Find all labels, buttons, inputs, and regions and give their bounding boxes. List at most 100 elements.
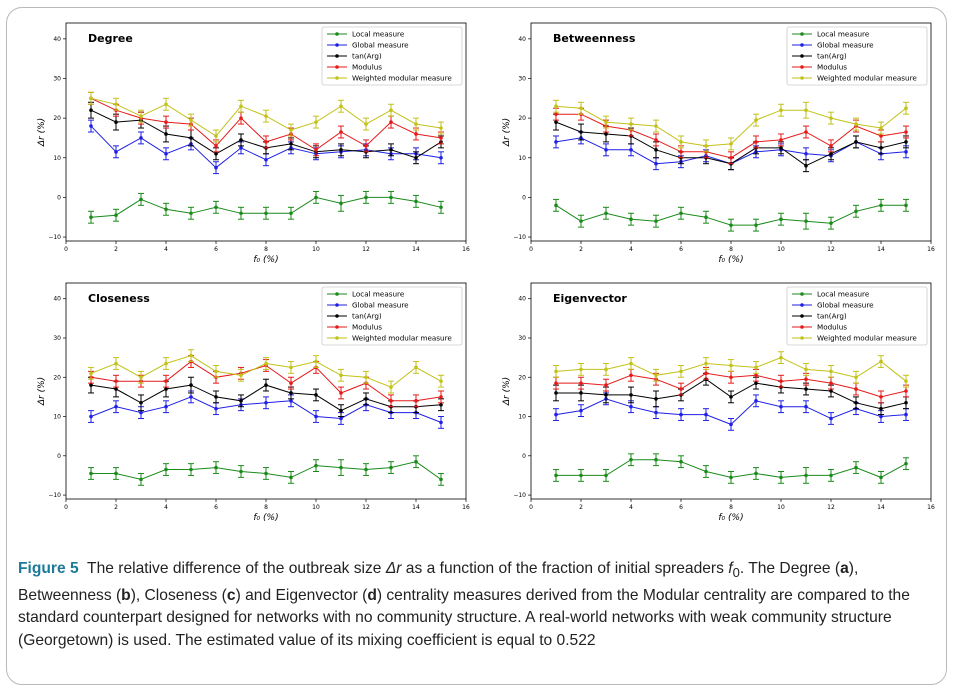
data-point	[804, 377, 808, 382]
data-point	[139, 375, 143, 380]
y-tick-label: 10	[53, 414, 61, 421]
y-tick-label: 30	[518, 75, 526, 82]
data-point	[854, 465, 858, 470]
data-point	[389, 385, 393, 389]
series-weighted-modular-measure	[88, 349, 444, 394]
data-point	[704, 469, 708, 474]
data-point	[654, 161, 658, 166]
data-point	[704, 412, 708, 417]
y-tick-label: −10	[48, 492, 61, 499]
data-point	[264, 361, 268, 366]
data-point	[679, 369, 683, 374]
data-point	[314, 463, 318, 468]
data-point	[114, 150, 118, 154]
x-tick-label: 16	[462, 504, 470, 511]
data-point	[214, 205, 218, 210]
data-point	[439, 402, 443, 407]
data-point	[554, 412, 558, 417]
data-point	[164, 387, 168, 391]
data-point	[779, 404, 783, 409]
data-point	[339, 130, 343, 134]
data-point	[904, 203, 908, 208]
data-point	[679, 211, 683, 216]
caption-delta-r: Δr	[385, 560, 402, 577]
data-point	[779, 217, 783, 221]
data-point	[604, 367, 608, 372]
data-point	[554, 140, 558, 144]
data-point	[904, 412, 908, 417]
data-point	[239, 399, 243, 403]
data-point	[854, 140, 858, 144]
data-point	[754, 223, 758, 227]
data-point	[439, 477, 443, 482]
caption-text-1: The relative difference of the outbreak …	[87, 560, 386, 577]
legend-label: Weighted modular measure	[817, 74, 917, 83]
data-point	[289, 399, 293, 403]
data-point	[554, 369, 558, 374]
data-point	[214, 134, 218, 138]
legend-marker	[335, 314, 339, 318]
data-point	[114, 120, 118, 124]
caption-panel-c: c	[226, 586, 236, 604]
x-tick-label: 12	[827, 246, 835, 253]
data-point	[189, 211, 193, 216]
data-point	[754, 365, 758, 370]
series-weighted-modular-measure	[553, 99, 909, 153]
data-point	[264, 211, 268, 216]
y-tick-label: 20	[53, 374, 61, 381]
data-point	[654, 397, 658, 401]
data-point	[189, 118, 193, 122]
x-tick-label: 0	[529, 504, 533, 511]
data-point	[189, 467, 193, 472]
y-tick-label: 40	[53, 36, 61, 43]
data-point	[164, 467, 168, 472]
data-point	[729, 422, 733, 427]
caption-text-5: ), Closeness (	[130, 586, 227, 604]
x-tick-label: 6	[214, 246, 218, 253]
data-point	[829, 144, 833, 148]
data-point	[879, 134, 883, 138]
data-point	[439, 395, 443, 399]
x-tick-label: 8	[729, 246, 733, 253]
data-point	[829, 152, 833, 156]
data-point	[754, 140, 758, 144]
data-point	[704, 215, 708, 220]
data-point	[364, 195, 368, 200]
data-point	[779, 475, 783, 480]
legend-marker	[335, 325, 339, 329]
data-point	[879, 395, 883, 399]
data-point	[554, 473, 558, 478]
data-point	[629, 404, 633, 409]
data-point	[754, 399, 758, 403]
data-point	[89, 371, 93, 376]
y-tick-label: 0	[522, 453, 526, 460]
legend-label: Local measure	[352, 30, 405, 39]
data-point	[804, 219, 808, 223]
data-point	[114, 213, 118, 218]
data-point	[804, 163, 808, 168]
data-point	[829, 416, 833, 421]
data-point	[289, 142, 293, 146]
data-point	[579, 381, 583, 385]
x-tick-label: 8	[264, 504, 268, 511]
data-point	[364, 467, 368, 472]
legend-box	[786, 26, 928, 86]
legend-marker	[800, 65, 804, 69]
legend-marker	[800, 76, 804, 80]
data-point	[704, 361, 708, 366]
x-tick-label: 8	[729, 504, 733, 511]
legend-box	[321, 286, 463, 346]
chart-title: Betweenness	[553, 32, 636, 45]
legend-marker	[800, 54, 804, 58]
legend-label: Modulus	[352, 63, 382, 72]
x-axis-label: f₀ (%)	[718, 513, 743, 523]
data-point	[439, 155, 443, 160]
data-point	[239, 211, 243, 216]
data-point	[579, 408, 583, 413]
data-point	[314, 393, 318, 397]
data-point	[579, 367, 583, 372]
y-tick-label: 20	[518, 374, 526, 381]
data-point	[704, 144, 708, 148]
